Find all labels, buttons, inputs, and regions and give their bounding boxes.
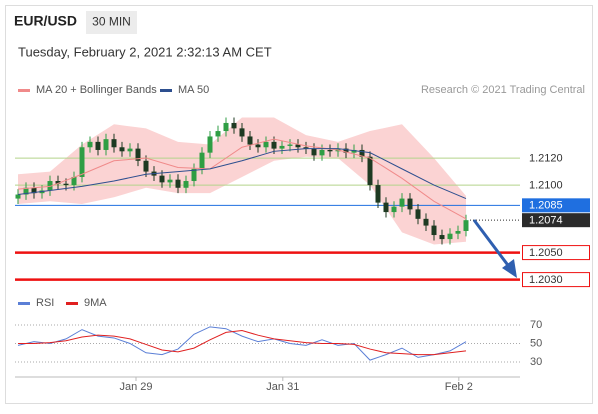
x-tick-label: Feb 2 [445, 381, 473, 393]
candle-body [247, 136, 253, 145]
forecast-arrowhead [502, 259, 517, 278]
ma-line [17, 148, 467, 200]
candle-body [223, 122, 229, 132]
candle-body [327, 149, 333, 152]
timeframe: 30 MIN [92, 15, 131, 29]
candle-body [303, 147, 309, 149]
legend-label: 9MA [84, 297, 107, 309]
symbol: EUR/USD [14, 13, 77, 29]
candle-body [15, 194, 21, 199]
candle-body [87, 141, 93, 148]
candle-body [263, 141, 269, 148]
candle-body [199, 152, 205, 169]
candle-body [295, 144, 301, 148]
candle-body [391, 206, 397, 213]
level-label: 1.2100 [529, 179, 563, 191]
level-label: 1.2074 [529, 215, 563, 227]
candle-body [239, 128, 245, 137]
candle-body [103, 139, 109, 150]
rsi-line [17, 326, 467, 361]
candle-body [159, 175, 165, 183]
candle-body [63, 183, 69, 186]
level-label: 1.2050 [529, 247, 563, 259]
candle-body [351, 149, 357, 153]
candle-body [135, 148, 141, 161]
candle-body [279, 145, 285, 149]
candle-body [231, 122, 237, 129]
timeframe-box [86, 11, 137, 34]
candle-body [207, 136, 213, 153]
legend-swatch [18, 302, 30, 305]
candle-body [55, 181, 61, 184]
candle-body [431, 225, 437, 236]
y-tick-label: 70 [530, 319, 542, 331]
rsi-panel: RSI 9MA 30 50 70 Jan 29 Jan 31 Feb 2 [15, 297, 542, 393]
candle-body [447, 233, 453, 240]
x-tick-label: Jan 29 [119, 381, 152, 393]
candle-body [95, 141, 101, 150]
candle-body [23, 187, 29, 195]
candle-body [143, 160, 149, 172]
level-label: 1.2120 [529, 152, 563, 164]
legend-swatch [160, 89, 172, 92]
price-panel: MA 20 + Bollinger Bands MA 50 1.2120 1.2100… [15, 84, 590, 288]
y-tick-label: 30 [530, 356, 542, 368]
candle-body [455, 230, 461, 234]
candle-body [119, 147, 125, 152]
candle-body [127, 148, 133, 152]
candle-body [311, 148, 317, 156]
legend-label: MA 50 [178, 84, 209, 96]
candle-body [367, 156, 373, 186]
candle-body [399, 198, 405, 207]
candle-body [167, 179, 173, 183]
candle-body [255, 144, 261, 148]
source: Research © 2021 Trading Central [421, 84, 585, 96]
ma-line [17, 138, 467, 220]
level-label-box [522, 198, 590, 213]
legend-swatch [18, 89, 30, 92]
candle-body [287, 144, 293, 146]
candle-body [359, 149, 365, 157]
level-label-box [522, 245, 590, 261]
candle-body [423, 218, 429, 226]
candle-body [79, 147, 85, 177]
legend-label: MA 20 + Bollinger Bands [36, 84, 157, 96]
candle-body [47, 181, 53, 191]
level-label-box [522, 272, 590, 288]
y-tick-label: 50 [530, 337, 542, 349]
level-label: 1.2030 [529, 274, 563, 286]
candle-body [31, 187, 37, 194]
candle-body [175, 179, 181, 188]
datetime: Tuesday, February 2, 2021 2:32:13 AM CET [18, 44, 272, 59]
candle-body [375, 185, 381, 203]
candle-body [439, 235, 445, 240]
level-label: 1.2085 [529, 200, 563, 212]
candle-body [383, 202, 389, 213]
candle-body [343, 148, 349, 153]
x-tick-label: Jan 31 [266, 381, 299, 393]
candle-body [71, 176, 77, 186]
rsi-line [18, 330, 467, 356]
legend-label: RSI [36, 297, 54, 309]
candle-body [215, 131, 221, 137]
candle-body [415, 209, 421, 219]
candle-body [407, 198, 413, 210]
candle-body [319, 149, 325, 156]
candle-body [183, 181, 189, 188]
candle-body [191, 168, 197, 182]
candle-body [463, 220, 469, 231]
candle-body [111, 139, 117, 148]
forecast-arrow [472, 219, 512, 269]
candle-body [271, 141, 277, 149]
legend-swatch [66, 302, 78, 305]
level-label-box [522, 213, 590, 228]
